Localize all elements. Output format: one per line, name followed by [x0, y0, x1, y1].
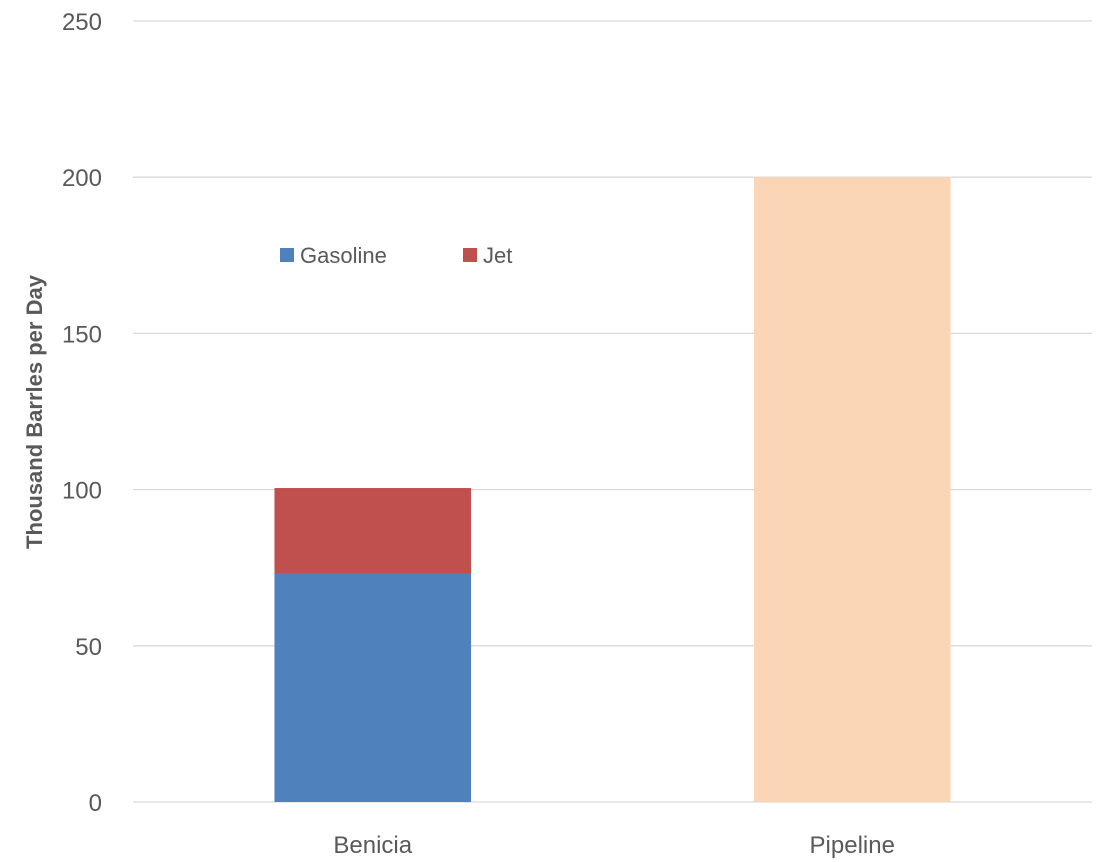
x-tick-labels: Benicia Pipeline	[333, 832, 895, 859]
x-tick-label: Benicia	[333, 832, 412, 859]
bar-benicia-gasoline	[274, 573, 472, 802]
y-tick-label: 150	[62, 321, 102, 348]
bar-pipeline	[753, 177, 951, 802]
bar-benicia-jet	[274, 488, 472, 574]
y-tick-label: 50	[75, 634, 102, 661]
y-axis-title: Thousand Barrles per Day	[22, 274, 47, 549]
y-tick-label: 100	[62, 478, 102, 505]
legend-label-jet: Jet	[483, 243, 512, 268]
legend: Gasoline Jet	[280, 243, 512, 268]
y-tick-label: 200	[62, 165, 102, 192]
bars	[274, 177, 951, 802]
x-tick-label: Pipeline	[810, 832, 895, 859]
legend-swatch-gasoline	[280, 248, 294, 262]
y-tick-label: 0	[89, 790, 102, 817]
legend-swatch-jet	[463, 248, 477, 262]
y-tick-label: 250	[62, 9, 102, 36]
y-tick-labels: 0 50 100 150 200 250	[62, 9, 102, 817]
legend-label-gasoline: Gasoline	[300, 243, 387, 268]
